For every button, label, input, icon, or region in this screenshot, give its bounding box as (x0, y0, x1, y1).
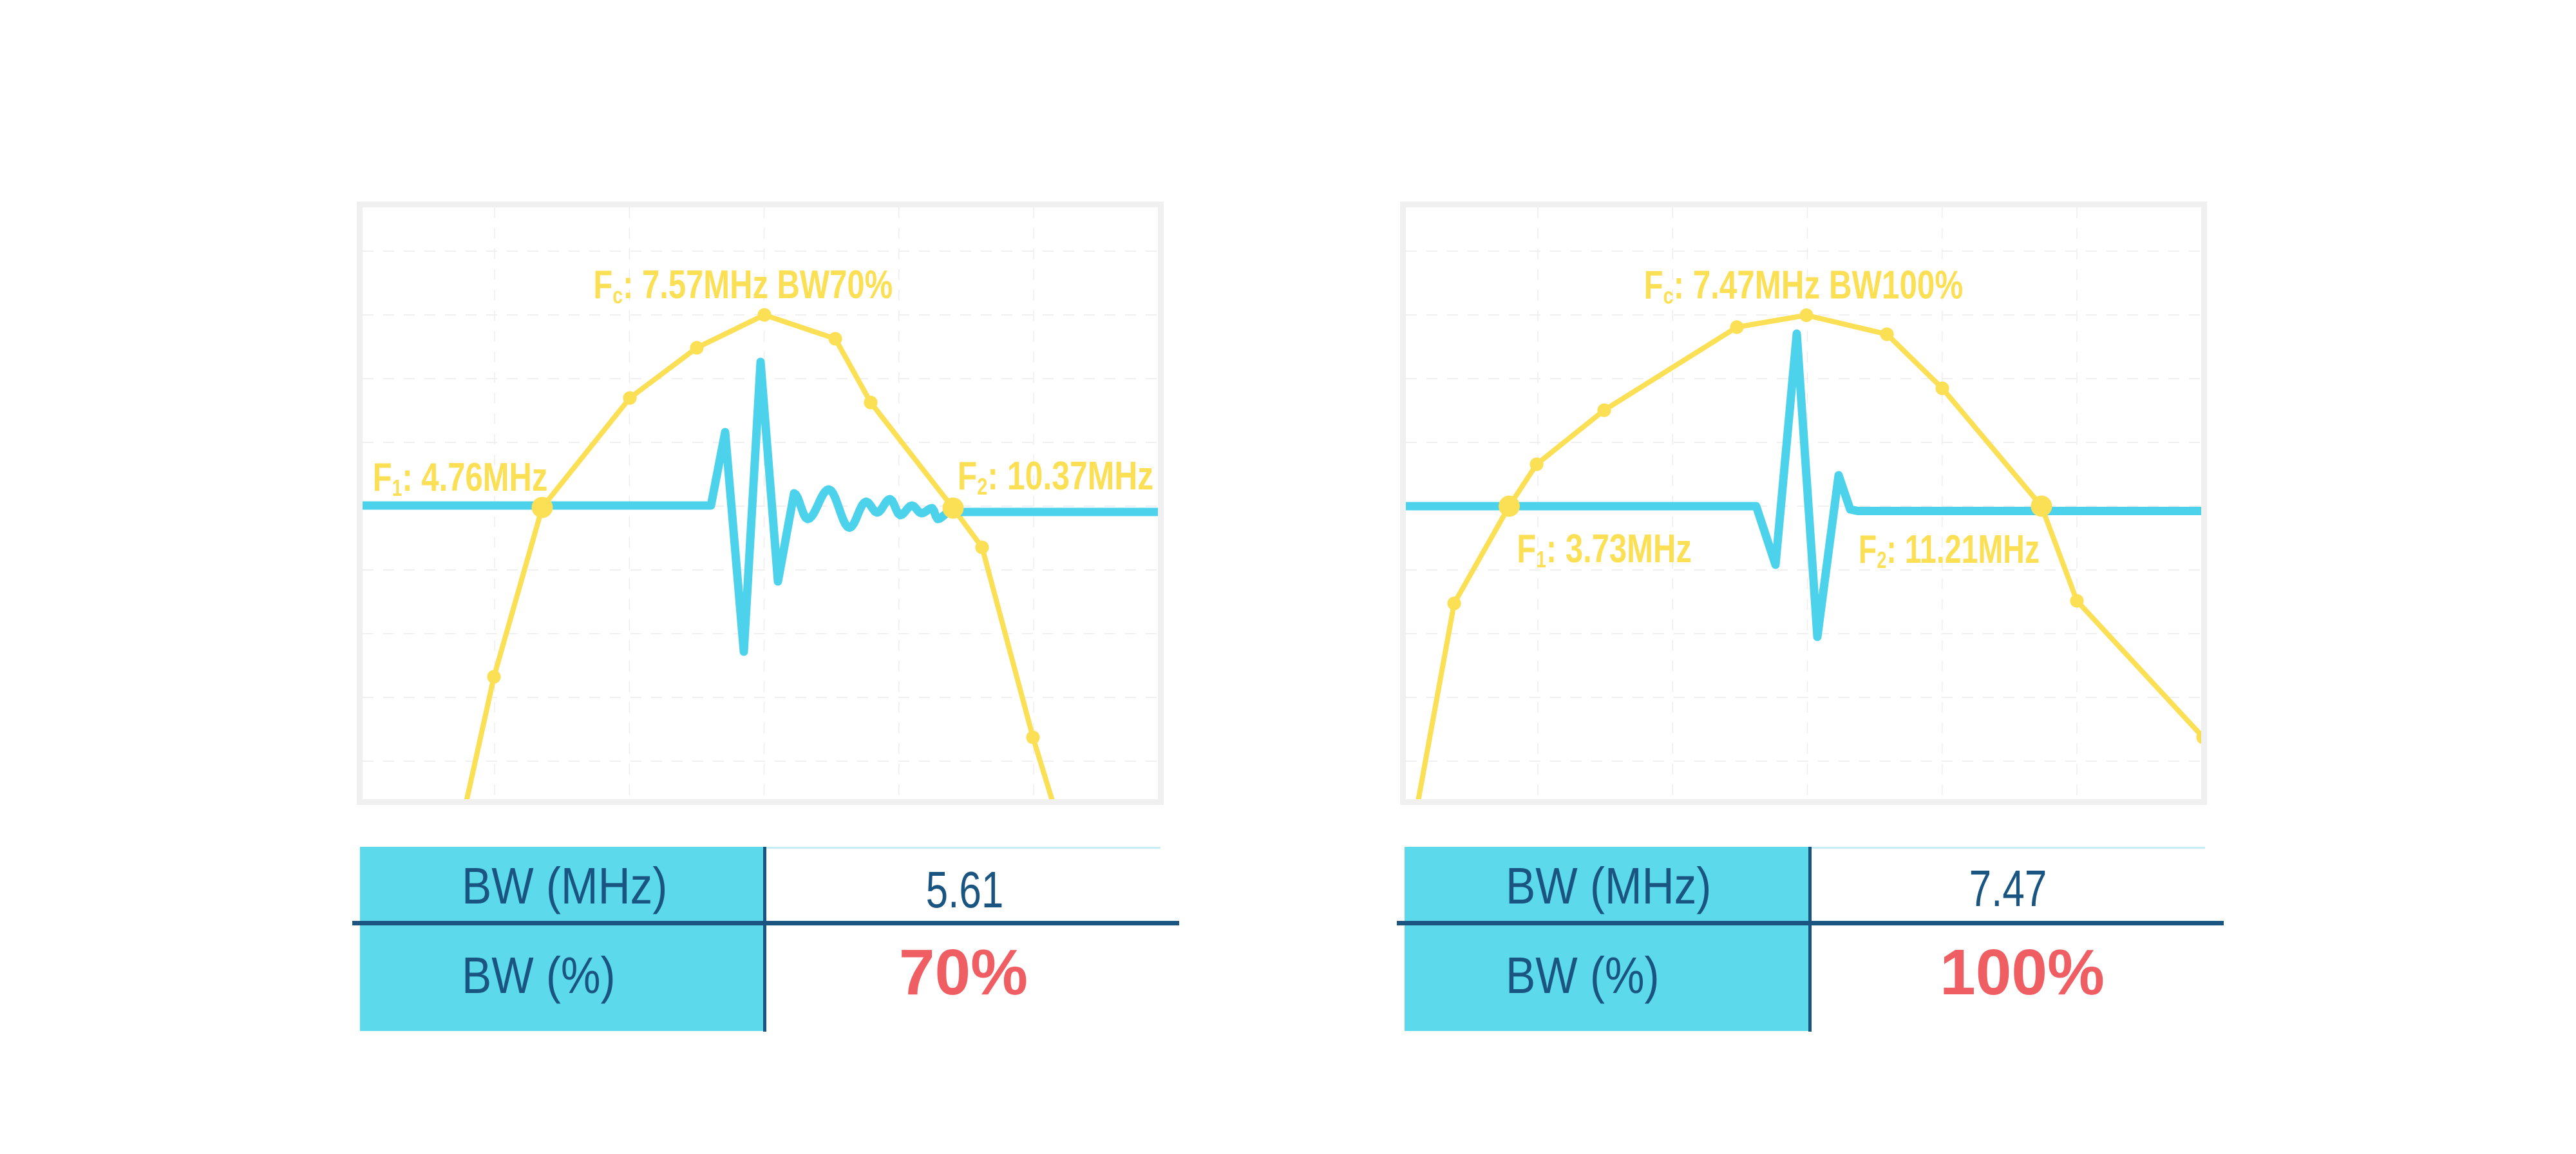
svg-text:F2: 10.37MHz: F2: 10.37MHz (958, 453, 1153, 500)
svg-text:F2: 11.21MHz: F2: 11.21MHz (1859, 526, 2040, 572)
svg-text:Fc: 7.47MHz BW100%: Fc: 7.47MHz BW100% (1643, 262, 1963, 308)
svg-text:F1: 4.76MHz: F1: 4.76MHz (373, 454, 548, 500)
svg-text:F1: 3.73MHz: F1: 3.73MHz (1517, 525, 1692, 572)
svg-text:Fc: 7.57MHz BW70%: Fc: 7.57MHz BW70% (593, 262, 893, 308)
